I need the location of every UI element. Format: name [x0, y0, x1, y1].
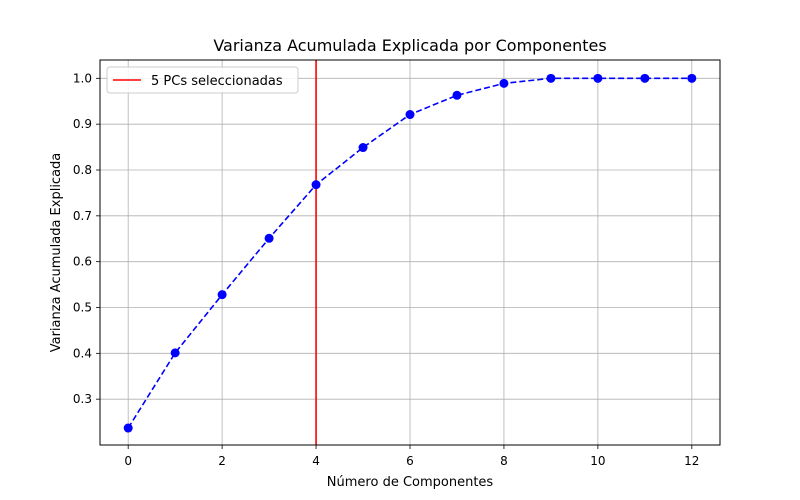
y-tick-label: 0.6	[73, 255, 92, 269]
y-tick-label: 0.7	[73, 209, 92, 223]
data-point	[593, 73, 603, 83]
series-layer	[123, 73, 697, 433]
data-point	[358, 143, 368, 153]
data-point	[311, 180, 321, 190]
y-tick-label: 0.3	[73, 392, 92, 406]
y-tick-label: 0.9	[73, 117, 92, 131]
data-point	[452, 90, 462, 100]
x-tick-label: 10	[590, 454, 605, 468]
legend-label: 5 PCs seleccionadas	[151, 74, 283, 89]
x-tick-label: 4	[312, 454, 320, 468]
y-axis-label: Varianza Acumulada Explicada	[49, 153, 64, 353]
x-tick-label: 12	[684, 454, 699, 468]
data-point	[640, 73, 650, 83]
x-tick-label: 6	[406, 454, 414, 468]
data-point	[217, 290, 227, 300]
data-point	[499, 78, 509, 88]
legend-box	[106, 66, 299, 94]
chart-title: Varianza Acumulada Explicada por Compone…	[213, 36, 606, 55]
y-tick-label: 0.5	[73, 301, 92, 315]
x-axis-label: Número de Componentes	[327, 475, 494, 490]
data-point	[405, 110, 415, 120]
y-tick-label: 1.0	[73, 71, 92, 85]
data-point	[264, 233, 274, 243]
x-tick-label: 2	[218, 454, 226, 468]
y-tick-label: 0.8	[73, 163, 92, 177]
x-tick-label: 0	[124, 454, 132, 468]
x-tick-label: 8	[500, 454, 508, 468]
data-point	[170, 348, 180, 358]
y-tick-label: 0.4	[73, 346, 92, 360]
data-point	[123, 423, 133, 433]
legend: 5 PCs seleccionadas	[106, 66, 299, 94]
axis-ticks: 0 2 4 6 8 10 12 0.3 0.4 0.5 0.6 0.7 0.8 0.9 1.0	[73, 71, 700, 468]
data-point	[546, 73, 556, 83]
data-point	[687, 73, 697, 83]
